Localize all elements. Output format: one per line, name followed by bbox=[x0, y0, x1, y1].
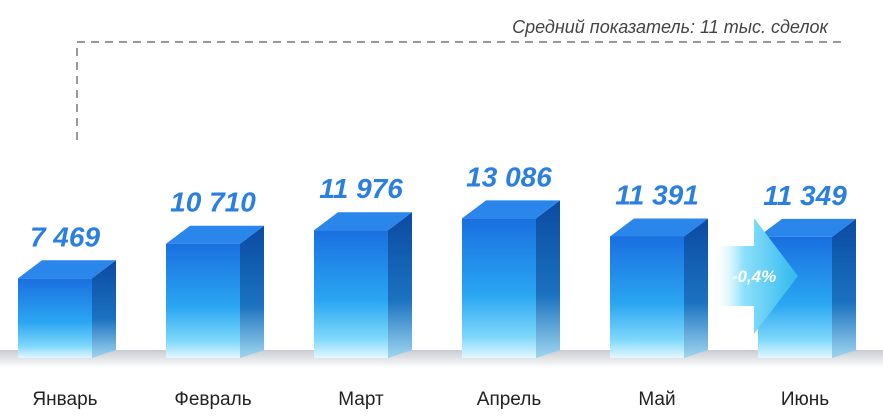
value-label-2: 10 710 bbox=[170, 187, 256, 218]
change-label: -0,4% bbox=[732, 267, 776, 286]
bar-4 bbox=[462, 218, 536, 358]
bar-cap-6 bbox=[758, 218, 856, 237]
average-dashed-line bbox=[76, 41, 843, 140]
bar-cap-5 bbox=[610, 218, 708, 237]
bar-cap-3 bbox=[314, 212, 412, 231]
value-label-5: 11 391 bbox=[615, 179, 699, 210]
bar-side-4 bbox=[536, 200, 560, 358]
category-label-1: Январь bbox=[32, 389, 97, 410]
value-label-1: 7 469 bbox=[30, 221, 100, 252]
bar-side-3 bbox=[388, 212, 412, 358]
bar-side-1 bbox=[92, 260, 116, 358]
category-label-6: Июнь bbox=[781, 389, 829, 410]
chart-floor bbox=[0, 350, 883, 368]
bar-3 bbox=[314, 230, 388, 358]
value-label-3: 11 976 bbox=[319, 173, 403, 204]
bar-side-5 bbox=[684, 218, 708, 358]
bar-side-2 bbox=[240, 225, 264, 358]
bar-cap-4 bbox=[462, 200, 560, 219]
value-label-6: 11 349 bbox=[763, 180, 847, 211]
bar-1 bbox=[18, 278, 92, 358]
average-label: Средний показатель: 11 тыс. сделок bbox=[512, 17, 829, 37]
bar-5 bbox=[610, 236, 684, 358]
bar-2 bbox=[166, 243, 240, 358]
category-label-5: Май bbox=[638, 389, 675, 410]
change-arrow: -0,4% bbox=[714, 218, 798, 334]
change-arrow-icon bbox=[714, 218, 798, 334]
bar-cap-2 bbox=[166, 225, 264, 244]
category-label-2: Февраль bbox=[174, 389, 251, 410]
bar-cap-1 bbox=[18, 260, 116, 279]
value-label-4: 13 086 bbox=[466, 161, 552, 192]
category-label-3: Март bbox=[338, 389, 384, 410]
bars-group: 7 469 Январь 10 710 Февраль 11 976 Март 13 086… bbox=[18, 161, 856, 410]
bar-side-6 bbox=[832, 218, 856, 358]
category-label-4: Апрель bbox=[477, 389, 542, 410]
